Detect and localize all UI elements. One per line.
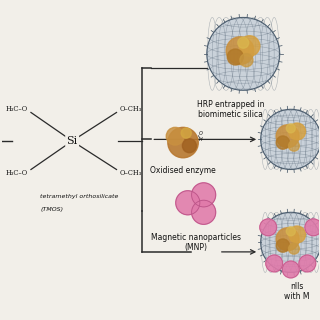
Circle shape (207, 17, 280, 90)
Circle shape (266, 255, 283, 272)
Text: (TMOS): (TMOS) (40, 207, 64, 212)
Circle shape (289, 243, 300, 254)
Circle shape (305, 219, 320, 236)
Text: tetramethyl orthosilicate: tetramethyl orthosilicate (40, 194, 119, 199)
Circle shape (239, 36, 260, 56)
Circle shape (181, 128, 191, 138)
Circle shape (289, 226, 306, 243)
Circle shape (276, 228, 299, 251)
Circle shape (289, 140, 300, 151)
Text: Oxidised enzyme: Oxidised enzyme (150, 166, 216, 175)
Circle shape (226, 37, 254, 65)
Circle shape (286, 227, 295, 236)
Circle shape (176, 191, 200, 215)
Circle shape (261, 109, 320, 170)
Circle shape (286, 124, 295, 133)
Circle shape (240, 54, 253, 67)
Circle shape (260, 219, 276, 236)
Circle shape (282, 261, 299, 278)
Circle shape (299, 255, 316, 272)
Text: Magnetic nanoparticles
(MNP): Magnetic nanoparticles (MNP) (151, 233, 241, 252)
Text: H₃C–O: H₃C–O (5, 169, 28, 177)
Circle shape (261, 212, 320, 273)
Text: nIIs
with M: nIIs with M (284, 282, 310, 301)
Text: O–CH₃: O–CH₃ (120, 105, 142, 113)
Circle shape (289, 123, 306, 140)
Text: HRP entrapped in
biomimetic silica: HRP entrapped in biomimetic silica (197, 100, 264, 119)
Circle shape (276, 239, 290, 252)
Text: O: O (198, 131, 203, 136)
Text: O–CH₃: O–CH₃ (120, 169, 142, 177)
Circle shape (192, 200, 216, 224)
Text: H₃C–O: H₃C–O (5, 105, 28, 113)
Circle shape (192, 183, 216, 207)
Circle shape (227, 49, 243, 65)
Circle shape (276, 136, 290, 149)
Circle shape (168, 127, 198, 158)
Circle shape (182, 139, 196, 153)
Text: H: H (199, 137, 202, 142)
Circle shape (238, 37, 249, 48)
Circle shape (276, 125, 299, 148)
Text: Si: Si (67, 136, 78, 146)
Circle shape (166, 127, 184, 145)
